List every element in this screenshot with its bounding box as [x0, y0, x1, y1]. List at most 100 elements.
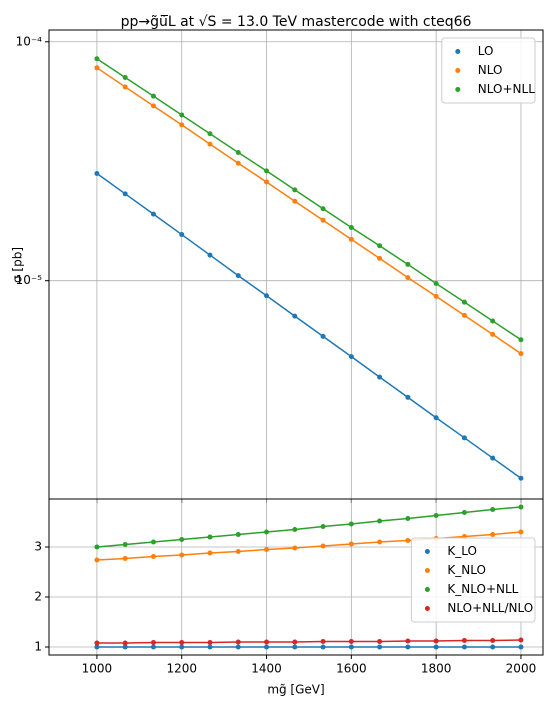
data-point	[264, 168, 270, 174]
data-point	[292, 313, 298, 319]
data-point	[433, 293, 439, 299]
data-point	[490, 331, 496, 337]
data-point	[348, 354, 354, 360]
data-point	[377, 644, 383, 650]
data-point	[461, 644, 467, 650]
legend-label: NLO+NLL	[478, 82, 535, 96]
data-point	[490, 532, 496, 537]
data-point	[405, 261, 411, 267]
data-point	[433, 415, 439, 421]
data-point	[405, 538, 411, 543]
series-line	[96, 172, 522, 479]
data-point	[122, 191, 128, 197]
data-point	[179, 112, 185, 118]
data-point	[235, 549, 241, 554]
y-tick-label: 3	[34, 540, 42, 554]
data-point	[320, 206, 326, 212]
data-point	[292, 527, 298, 532]
x-tick-label: 1200	[166, 662, 197, 676]
data-point	[122, 556, 128, 561]
data-point	[377, 518, 383, 524]
x-axis-label: mg̃ [GeV]	[267, 683, 324, 697]
data-point	[150, 211, 156, 217]
data-point	[179, 122, 185, 128]
data-point	[122, 640, 128, 646]
data-point	[235, 639, 241, 645]
data-point	[94, 640, 100, 646]
series-line	[96, 58, 522, 341]
data-point	[150, 640, 156, 645]
data-point	[122, 644, 128, 650]
legend-marker	[424, 568, 430, 573]
data-point	[264, 293, 270, 299]
data-point	[179, 232, 185, 238]
x-tick-label: 2000	[506, 662, 537, 676]
data-point	[207, 252, 213, 258]
data-point	[320, 543, 326, 549]
data-point	[461, 435, 467, 441]
x-tick-label: 1600	[336, 662, 367, 676]
data-point	[490, 455, 496, 461]
data-point	[207, 640, 213, 645]
legend-label: K_LO	[447, 544, 477, 558]
data-point	[490, 507, 496, 512]
data-point	[461, 299, 467, 305]
data-point	[264, 644, 270, 650]
data-point	[433, 513, 439, 518]
y-axis-label: σ [pb]	[11, 247, 25, 283]
data-point	[490, 644, 496, 650]
data-point	[518, 475, 524, 481]
data-point	[264, 547, 270, 552]
data-point	[292, 198, 298, 204]
legend-label: NLO+NLL/NLO	[447, 601, 533, 615]
data-point	[235, 273, 241, 279]
x-tick-label: 1800	[421, 662, 452, 676]
data-point	[94, 170, 100, 176]
data-point	[461, 312, 467, 318]
data-point	[320, 217, 326, 223]
data-point	[122, 74, 128, 80]
data-point	[150, 644, 156, 650]
data-point	[518, 351, 524, 357]
data-point	[377, 255, 383, 261]
y-tick-label: 1	[34, 640, 42, 654]
data-point	[292, 644, 298, 650]
legend-label: K_NLO+NLL	[447, 582, 518, 596]
legend-marker	[424, 549, 430, 554]
plot-frame	[48, 498, 544, 656]
data-point	[207, 534, 213, 540]
data-point	[94, 557, 100, 563]
legend-marker	[455, 87, 461, 92]
legend-label: K_NLO	[447, 563, 486, 577]
data-point	[348, 236, 354, 242]
series-line	[96, 506, 522, 548]
data-point	[179, 537, 185, 542]
data-point	[292, 639, 298, 645]
data-point	[518, 644, 524, 650]
data-point	[348, 521, 354, 527]
data-point	[405, 516, 411, 521]
data-point	[94, 56, 100, 62]
data-point	[405, 275, 411, 281]
data-point	[320, 524, 326, 529]
data-point	[348, 224, 354, 230]
data-point	[405, 638, 411, 644]
legend-box	[441, 37, 536, 104]
legend-marker	[424, 606, 430, 611]
legend-marker	[455, 68, 461, 73]
data-point	[235, 160, 241, 166]
data-point	[348, 644, 354, 650]
legend-label: LO	[478, 44, 494, 58]
data-point	[94, 65, 100, 71]
data-point	[320, 639, 326, 644]
data-point	[320, 644, 326, 650]
legend-marker	[424, 587, 430, 592]
data-point	[235, 644, 241, 650]
data-point	[150, 539, 156, 545]
data-point	[207, 141, 213, 147]
data-point	[490, 318, 496, 324]
data-point	[433, 281, 439, 287]
legend-box	[410, 537, 536, 623]
